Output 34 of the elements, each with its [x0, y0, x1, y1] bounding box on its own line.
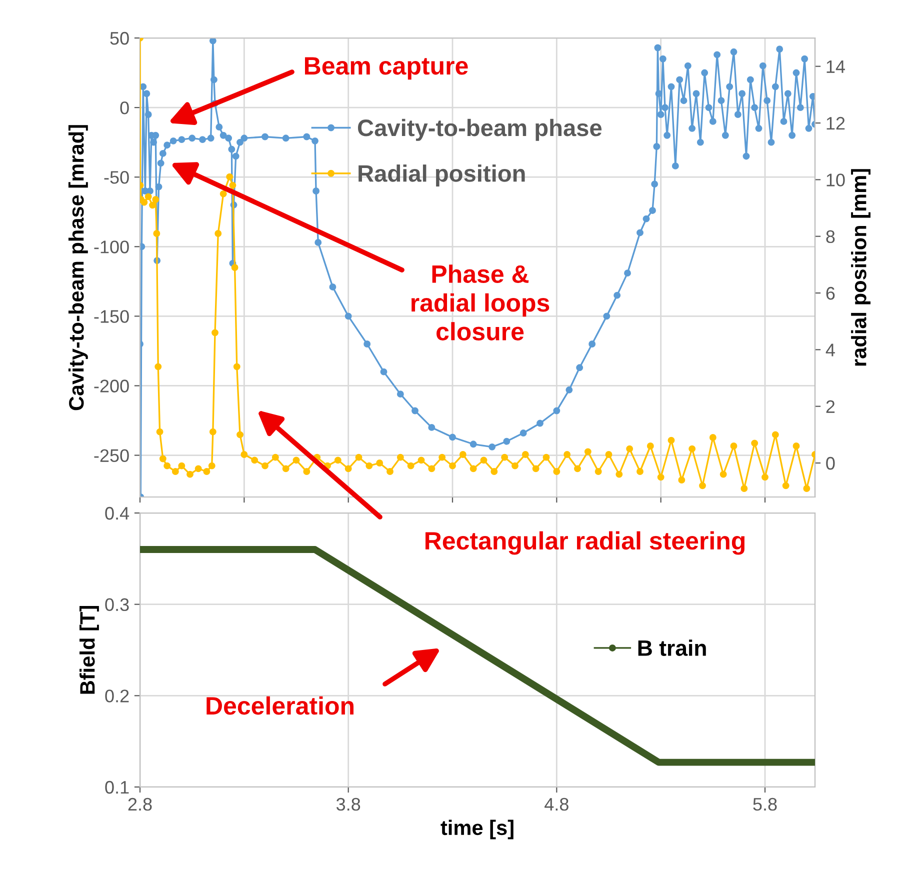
y-tick-label: -50 [104, 171, 129, 184]
x-axis-title: time [s] [440, 820, 514, 840]
y2-tick-label: 0 [826, 456, 835, 470]
legend-label: Radial position [358, 164, 525, 187]
x-tick-label: 4.8 [544, 798, 568, 811]
legend-label: Cavity-to-beam phase [358, 118, 602, 141]
x-tick-label: 2.8 [128, 798, 152, 811]
y-tick-label: 50 [110, 32, 129, 45]
x-tick-label: 5.8 [753, 798, 777, 811]
legend-label: B train [638, 640, 706, 656]
y2-tick-label: 4 [826, 344, 835, 356]
y-tick-label: 0.4 [105, 506, 130, 520]
y-tick-label: 0.1 [105, 780, 129, 794]
y2-axis-title: radial position [mm] [851, 169, 870, 366]
y2-tick-label: 6 [826, 286, 835, 300]
annotation: Rectangular radial steering [426, 531, 744, 555]
y-tick-label: -150 [94, 310, 129, 323]
y2-tick-label: 10 [826, 174, 845, 186]
y-axis-title: Cavity-to-beam phase [mrad] [68, 125, 88, 410]
y-tick-label: -100 [94, 240, 129, 254]
y-tick-label: 0.2 [105, 690, 129, 702]
annotation: Deceleration [206, 696, 354, 715]
y-tick-label: 0 [120, 101, 129, 114]
y-axis-title: Bfield [T] [80, 606, 99, 694]
y-tick-label: -200 [94, 380, 129, 392]
annotation: Phase & radial loops closure [412, 264, 550, 340]
x-tick-label: 3.8 [336, 798, 360, 811]
y-tick-label: -250 [94, 449, 129, 462]
y-tick-label: 0.3 [105, 598, 129, 612]
y2-tick-label: 14 [826, 60, 845, 73]
y2-tick-label: 2 [826, 400, 835, 413]
y2-tick-label: 12 [826, 116, 845, 130]
annotation: Beam capture [305, 57, 468, 80]
y2-tick-label: 8 [826, 230, 835, 244]
